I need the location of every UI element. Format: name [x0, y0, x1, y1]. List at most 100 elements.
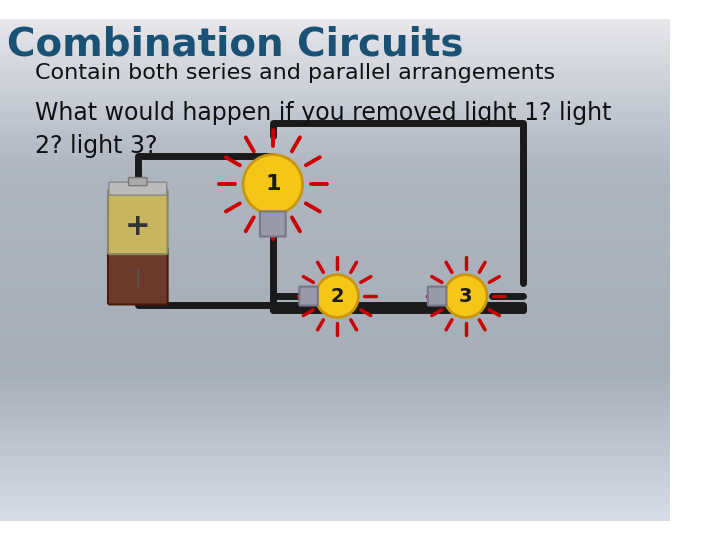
Bar	[0, 405, 670, 411]
Bar	[0, 118, 670, 124]
Bar	[0, 355, 670, 361]
Bar	[0, 304, 670, 310]
Bar	[0, 229, 670, 235]
Bar	[0, 430, 670, 436]
Bar	[0, 495, 670, 501]
Bar	[0, 314, 670, 320]
Bar	[0, 18, 670, 24]
Bar	[0, 380, 670, 386]
Bar	[0, 199, 670, 205]
Bar	[0, 88, 670, 94]
Bar	[0, 138, 670, 144]
Bar	[0, 415, 670, 421]
Bar	[0, 249, 670, 255]
Bar	[0, 219, 670, 225]
Text: 2: 2	[330, 287, 344, 306]
Bar	[0, 510, 670, 516]
FancyBboxPatch shape	[108, 189, 168, 254]
Bar	[0, 465, 670, 471]
Bar	[0, 325, 670, 330]
Bar	[0, 264, 670, 270]
Bar	[0, 490, 670, 496]
Text: +: +	[125, 212, 150, 241]
Circle shape	[315, 275, 359, 318]
Bar	[0, 470, 670, 476]
Bar	[0, 375, 670, 381]
FancyBboxPatch shape	[108, 247, 168, 305]
Bar	[0, 158, 670, 164]
Bar	[0, 274, 670, 280]
Bar	[0, 68, 670, 74]
Bar	[0, 400, 670, 406]
Bar	[0, 345, 670, 350]
Bar	[0, 83, 670, 89]
Bar	[0, 123, 670, 129]
Bar	[0, 214, 670, 220]
Bar	[0, 113, 670, 119]
Bar	[0, 48, 670, 54]
Bar	[0, 284, 670, 290]
Bar	[0, 505, 670, 511]
Bar	[0, 294, 670, 300]
Bar	[0, 309, 670, 315]
Bar	[0, 98, 670, 104]
Bar	[0, 244, 670, 250]
Bar	[0, 33, 670, 39]
Bar	[0, 254, 670, 260]
Bar	[0, 58, 670, 64]
FancyBboxPatch shape	[300, 287, 318, 306]
Bar	[0, 334, 670, 340]
Bar	[0, 148, 670, 154]
Bar	[0, 103, 670, 109]
Bar	[0, 360, 670, 366]
Bar	[0, 420, 670, 426]
Bar	[0, 390, 670, 396]
FancyBboxPatch shape	[260, 212, 286, 237]
Bar	[0, 440, 670, 446]
Bar	[0, 384, 670, 390]
Bar	[0, 349, 670, 355]
Bar	[0, 43, 670, 49]
Bar	[0, 234, 670, 240]
Bar	[0, 78, 670, 84]
Bar	[0, 143, 670, 150]
Bar	[0, 319, 670, 325]
Bar	[0, 395, 670, 401]
Bar	[0, 129, 670, 134]
Bar	[0, 329, 670, 335]
Bar	[0, 168, 670, 174]
Bar	[0, 164, 670, 170]
Bar	[0, 460, 670, 466]
Bar	[0, 445, 670, 451]
Text: Contain both series and parallel arrangements: Contain both series and parallel arrange…	[35, 63, 556, 83]
Bar	[0, 279, 670, 285]
Bar	[0, 259, 670, 265]
Bar	[0, 340, 670, 346]
Bar	[0, 364, 670, 370]
Text: 1: 1	[265, 174, 281, 194]
Bar	[0, 239, 670, 245]
Bar	[0, 269, 670, 275]
Bar	[0, 179, 670, 185]
Text: What would happen if you removed light 1? light
2? light 3?: What would happen if you removed light 1…	[35, 100, 612, 158]
Circle shape	[444, 275, 487, 318]
Bar	[0, 475, 670, 481]
Bar	[0, 133, 670, 139]
Bar	[0, 410, 670, 416]
Bar	[0, 209, 670, 215]
Bar	[0, 370, 670, 376]
Bar	[0, 455, 670, 461]
Text: Combination Circuits: Combination Circuits	[7, 25, 464, 63]
Bar	[0, 224, 670, 230]
Bar	[0, 480, 670, 486]
Bar	[0, 28, 670, 33]
Bar	[0, 153, 670, 159]
Bar	[0, 173, 670, 179]
Bar	[0, 73, 670, 79]
Bar	[0, 38, 670, 44]
Bar	[0, 188, 670, 194]
Bar	[0, 425, 670, 431]
FancyBboxPatch shape	[109, 182, 166, 195]
Bar	[0, 435, 670, 441]
Bar	[0, 501, 670, 507]
